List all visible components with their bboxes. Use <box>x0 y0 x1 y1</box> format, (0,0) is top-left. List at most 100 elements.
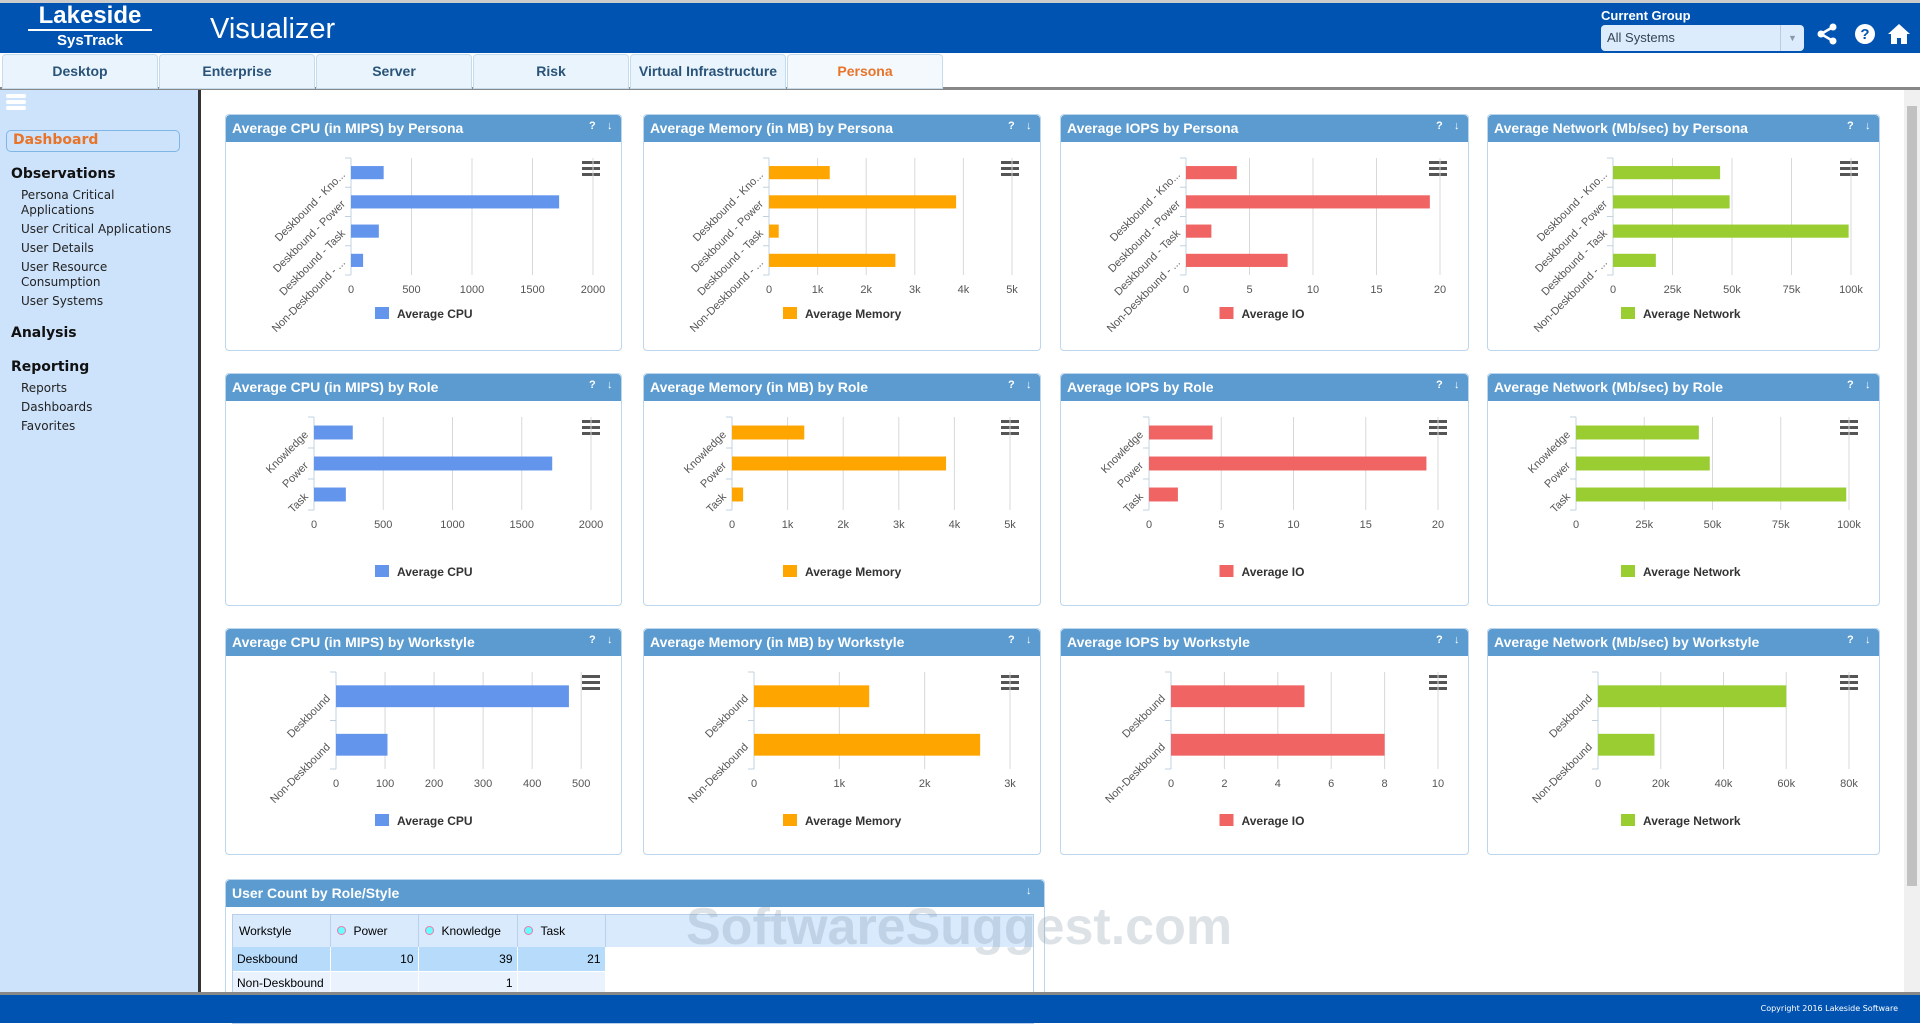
bar[interactable] <box>732 487 744 502</box>
column-header[interactable]: Power <box>330 915 419 947</box>
sidebar-section-observations[interactable]: Observations <box>11 166 116 182</box>
sidebar-section-reporting[interactable]: Reporting <box>11 359 90 375</box>
home-icon[interactable] <box>1886 23 1912 52</box>
bar[interactable] <box>314 425 353 440</box>
help-icon[interactable]: ? <box>1847 379 1854 391</box>
help-icon[interactable]: ? <box>1008 379 1015 391</box>
legend-swatch[interactable] <box>783 307 797 319</box>
sidebar-section-analysis[interactable]: Analysis <box>11 325 77 341</box>
bar[interactable] <box>1186 195 1430 209</box>
download-icon[interactable]: ↓ <box>1865 120 1871 132</box>
legend-swatch[interactable] <box>375 814 389 826</box>
legend-label[interactable]: Average CPU <box>397 814 473 828</box>
sidebar-item-reports[interactable]: Reports <box>21 381 68 395</box>
download-icon[interactable]: ↓ <box>607 379 613 391</box>
bar[interactable] <box>336 733 388 756</box>
vertical-scrollbar[interactable] <box>1904 90 1920 992</box>
bar[interactable] <box>754 685 870 708</box>
help-icon[interactable]: ? <box>589 120 596 132</box>
bar[interactable] <box>351 253 364 267</box>
help-icon[interactable]: ? <box>1847 634 1854 646</box>
legend-label[interactable]: Average IO <box>1242 814 1305 828</box>
bar[interactable] <box>1598 685 1787 708</box>
lakeside-logo[interactable]: Lakeside SysTrack <box>28 3 152 51</box>
bar[interactable] <box>1613 253 1656 267</box>
bar[interactable] <box>1576 425 1699 440</box>
help-icon[interactable]: ? <box>1436 634 1443 646</box>
bar[interactable] <box>1186 224 1212 238</box>
legend-swatch[interactable] <box>1621 307 1635 319</box>
bar[interactable] <box>1186 166 1237 180</box>
legend-label[interactable]: Average Network <box>1643 307 1741 321</box>
help-icon[interactable]: ? <box>1847 120 1854 132</box>
bar[interactable] <box>1613 224 1849 238</box>
legend-label[interactable]: Average Memory <box>805 565 902 579</box>
legend-swatch[interactable] <box>1219 565 1234 577</box>
bar[interactable] <box>1171 685 1305 708</box>
bar[interactable] <box>1149 425 1213 440</box>
sidebar-item-user-details[interactable]: User Details <box>21 241 94 255</box>
help-icon[interactable]: ? <box>1008 120 1015 132</box>
chart-menu-icon[interactable] <box>582 675 600 693</box>
column-header[interactable]: Knowledge <box>418 915 518 947</box>
download-icon[interactable]: ↓ <box>1026 120 1032 132</box>
legend-swatch[interactable] <box>783 814 797 826</box>
chart-menu-icon[interactable] <box>1429 161 1447 179</box>
download-icon[interactable]: ↓ <box>607 634 613 646</box>
bar[interactable] <box>769 224 779 238</box>
tab-server[interactable]: Server <box>316 54 472 89</box>
download-icon[interactable]: ↓ <box>1865 634 1871 646</box>
help-icon[interactable]: ? <box>589 634 596 646</box>
bar[interactable] <box>1149 487 1178 502</box>
current-group-select[interactable]: All Systems ▼ <box>1601 25 1804 51</box>
help-icon[interactable]: ? <box>1852 23 1878 52</box>
sidebar-item-dashboards[interactable]: Dashboards <box>21 400 93 414</box>
legend-swatch[interactable] <box>1219 307 1234 319</box>
help-icon[interactable]: ? <box>1436 379 1443 391</box>
sidebar-item-dashboard[interactable]: Dashboard <box>6 130 180 152</box>
legend-label[interactable]: Average CPU <box>397 307 473 321</box>
chart-menu-icon[interactable] <box>582 161 600 179</box>
download-icon[interactable]: ↓ <box>1454 634 1460 646</box>
download-icon[interactable]: ↓ <box>1454 120 1460 132</box>
legend-label[interactable]: Average Network <box>1643 814 1741 828</box>
tab-persona[interactable]: Persona <box>787 54 943 89</box>
sidebar-item-favorites[interactable]: Favorites <box>21 419 76 433</box>
help-icon[interactable]: ? <box>1436 120 1443 132</box>
legend-label[interactable]: Average IO <box>1242 565 1305 579</box>
legend-swatch[interactable] <box>783 565 797 577</box>
legend-swatch[interactable] <box>375 307 389 319</box>
download-icon[interactable]: ↓ <box>1865 379 1871 391</box>
download-icon[interactable]: ↓ <box>1026 634 1032 646</box>
table-row[interactable]: Deskbound 10 39 21 <box>233 947 606 972</box>
bar[interactable] <box>1186 253 1288 267</box>
download-icon[interactable]: ↓ <box>1026 885 1032 897</box>
legend-label[interactable]: Average IO <box>1242 307 1305 321</box>
download-icon[interactable]: ↓ <box>607 120 613 132</box>
column-header[interactable]: Task <box>517 915 606 947</box>
bar[interactable] <box>732 456 947 471</box>
help-icon[interactable]: ? <box>1008 634 1015 646</box>
tab-risk[interactable]: Risk <box>473 54 629 89</box>
download-icon[interactable]: ↓ <box>1454 379 1460 391</box>
bar[interactable] <box>732 425 805 440</box>
bar[interactable] <box>1613 166 1721 180</box>
sidebar-item-user-systems[interactable]: User Systems <box>21 294 104 308</box>
chart-menu-icon[interactable] <box>1840 161 1858 179</box>
bar[interactable] <box>769 253 896 267</box>
help-icon[interactable]: ? <box>589 379 596 391</box>
bar[interactable] <box>1576 456 1710 471</box>
column-header[interactable]: Workstyle <box>233 915 331 947</box>
bar[interactable] <box>1598 733 1655 756</box>
legend-label[interactable]: Average CPU <box>397 565 473 579</box>
table-row[interactable]: Non-Deskbound 1 <box>233 971 606 996</box>
bar[interactable] <box>351 195 560 209</box>
sidebar-item-user-resource-consumption[interactable]: User Resource Consumption <box>21 260 108 289</box>
chart-menu-icon[interactable] <box>1001 161 1019 179</box>
bar[interactable] <box>1171 733 1385 756</box>
share-icon[interactable] <box>1814 23 1840 52</box>
bar[interactable] <box>754 733 981 756</box>
download-icon[interactable]: ↓ <box>1026 379 1032 391</box>
chevron-down-icon[interactable]: ▼ <box>1780 25 1804 51</box>
bar[interactable] <box>351 224 379 238</box>
